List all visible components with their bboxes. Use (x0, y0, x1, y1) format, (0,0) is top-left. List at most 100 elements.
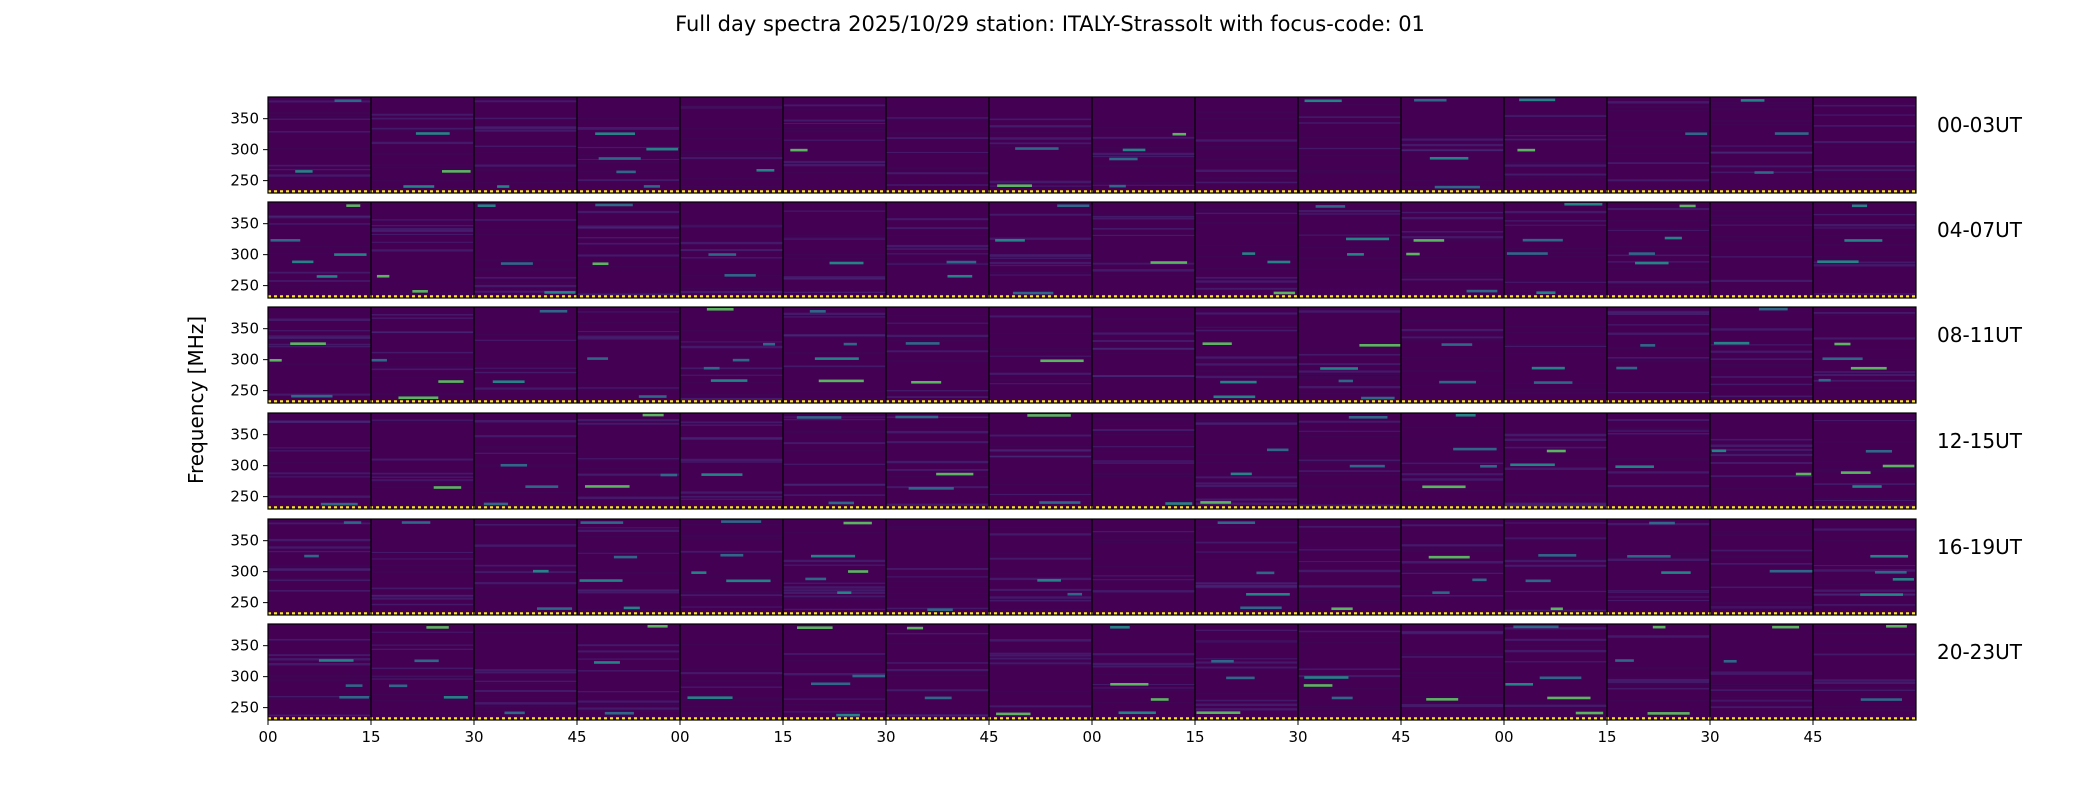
chart-title: Full day spectra 2025/10/29 station: ITA… (675, 12, 1425, 36)
noise-stripe (371, 419, 474, 421)
noise-stripe (1195, 666, 1298, 669)
noise-stripe (989, 647, 1092, 649)
noise-stripe (268, 447, 371, 449)
noise-stripe (886, 218, 989, 221)
noise-stripe (371, 317, 474, 319)
noise-stripe (577, 527, 680, 529)
noise-stripe (1607, 591, 1710, 593)
noise-stripe (1710, 217, 1813, 220)
noise-stripe (1813, 313, 1916, 316)
noise-stripe (1504, 458, 1607, 461)
noise-stripe (1504, 247, 1607, 249)
emission-streak (1679, 204, 1696, 208)
noise-stripe (1195, 356, 1298, 359)
noise-stripe (474, 290, 577, 293)
noise-stripe (783, 104, 886, 107)
noise-stripe (1401, 630, 1504, 634)
noise-stripe (1813, 235, 1916, 237)
noise-stripe (1092, 425, 1195, 427)
emission-streak (687, 696, 733, 699)
noise-stripe (371, 678, 474, 680)
emission-streak (504, 711, 525, 715)
noise-stripe (1092, 689, 1195, 692)
noise-stripe (268, 363, 371, 365)
emission-streak (1649, 521, 1675, 525)
emission-streak (304, 554, 319, 558)
panel-frame (267, 201, 1917, 299)
noise-stripe (1813, 483, 1916, 485)
emission-streak (290, 342, 326, 345)
noise-stripe (474, 182, 577, 184)
noise-stripe (1710, 328, 1813, 331)
noise-stripe (577, 709, 680, 712)
noise-stripe (1504, 609, 1607, 612)
emission-streak (732, 358, 750, 362)
noise-stripe (783, 695, 886, 697)
noise-stripe (1401, 489, 1504, 492)
noise-stripe (1092, 460, 1195, 462)
noise-stripe (886, 469, 989, 471)
noise-stripe (783, 589, 886, 592)
noise-stripe (474, 228, 577, 231)
noise-stripe (1813, 114, 1916, 116)
noise-stripe (371, 365, 474, 369)
noise-stripe (1504, 173, 1607, 176)
y-tick-label: 250 (230, 277, 259, 295)
noise-stripe (1092, 215, 1195, 218)
noise-stripe (989, 180, 1092, 184)
emission-streak (1037, 579, 1061, 582)
noise-stripe (886, 430, 989, 434)
emission-streak (442, 170, 471, 173)
noise-stripe (1504, 388, 1607, 391)
noise-stripe (371, 587, 474, 590)
noise-stripe (371, 595, 474, 597)
noise-stripe (886, 389, 989, 392)
emission-streak (1627, 555, 1671, 558)
noise-stripe (1607, 145, 1710, 148)
emission-streak (587, 357, 609, 360)
noise-stripe (1813, 168, 1916, 172)
emission-streak (1546, 449, 1566, 453)
noise-stripe (268, 285, 371, 287)
noise-stripe (1710, 165, 1813, 168)
noise-stripe (577, 608, 680, 611)
noise-stripe (268, 311, 371, 313)
noise-stripe (268, 292, 371, 294)
emission-streak (1027, 414, 1071, 417)
noise-stripe (1195, 139, 1298, 142)
emission-streak (1256, 571, 1275, 575)
noise-stripe (1813, 468, 1916, 471)
noise-stripe (1813, 497, 1916, 500)
noise-stripe (783, 595, 886, 598)
noise-stripe (474, 164, 577, 167)
noise-stripe (886, 359, 989, 363)
emission-streak (1740, 99, 1765, 102)
emission-streak (320, 502, 358, 506)
noise-stripe (1298, 599, 1401, 602)
noise-stripe (1607, 227, 1710, 230)
emission-streak (539, 309, 568, 313)
x-tick-label: 45 (979, 728, 998, 746)
emission-streak (334, 253, 367, 256)
panel-frame (267, 306, 1917, 404)
noise-stripe (1401, 356, 1504, 359)
x-tick-label: 15 (1185, 728, 1204, 746)
noise-stripe (1813, 528, 1916, 531)
noise-stripe (989, 657, 1092, 660)
emission-streak (829, 261, 864, 265)
noise-stripe (1607, 129, 1710, 132)
noise-stripe (1813, 632, 1916, 635)
noise-stripe (989, 660, 1092, 663)
emission-streak (810, 682, 851, 686)
noise-stripe (1401, 463, 1504, 466)
noise-stripe (577, 225, 680, 228)
emission-streak (433, 486, 462, 489)
noise-stripe (1298, 268, 1401, 271)
emission-streak (1647, 712, 1690, 715)
noise-stripe (1813, 293, 1916, 295)
noise-stripe (989, 652, 1092, 655)
noise-stripe (1607, 246, 1710, 248)
noise-stripe (783, 334, 886, 337)
row-time-label: 20-23UT (1937, 640, 2023, 664)
noise-stripe (989, 257, 1092, 259)
